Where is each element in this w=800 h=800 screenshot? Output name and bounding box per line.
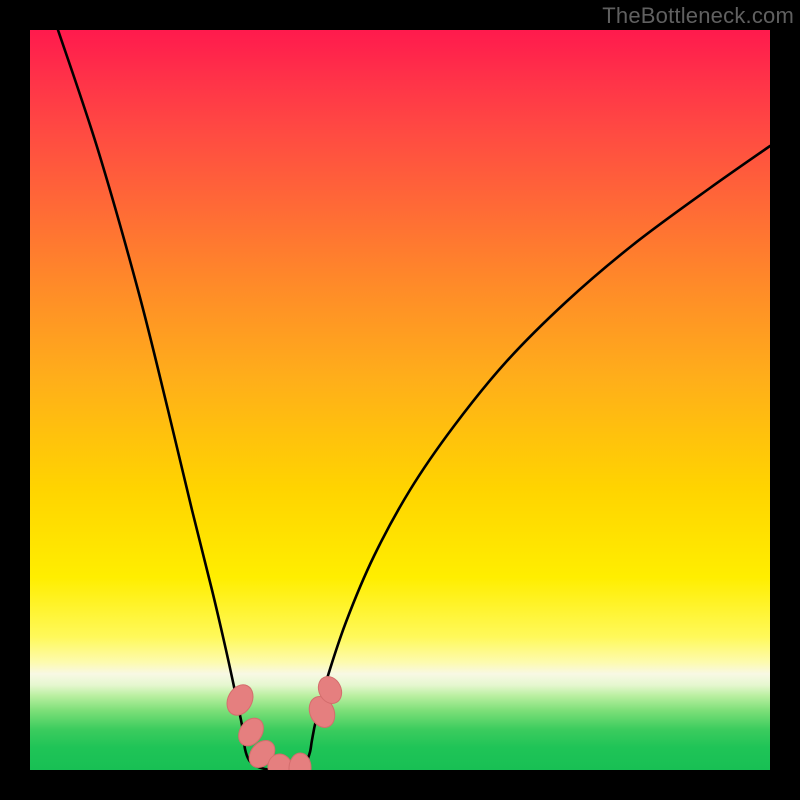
outer-frame: TheBottleneck.com [0,0,800,800]
bottleneck-curve-svg [30,30,770,770]
valley-marker [222,680,258,720]
plot-area [30,30,770,770]
bottleneck-curve [58,30,770,770]
watermark-text: TheBottleneck.com [602,3,794,29]
